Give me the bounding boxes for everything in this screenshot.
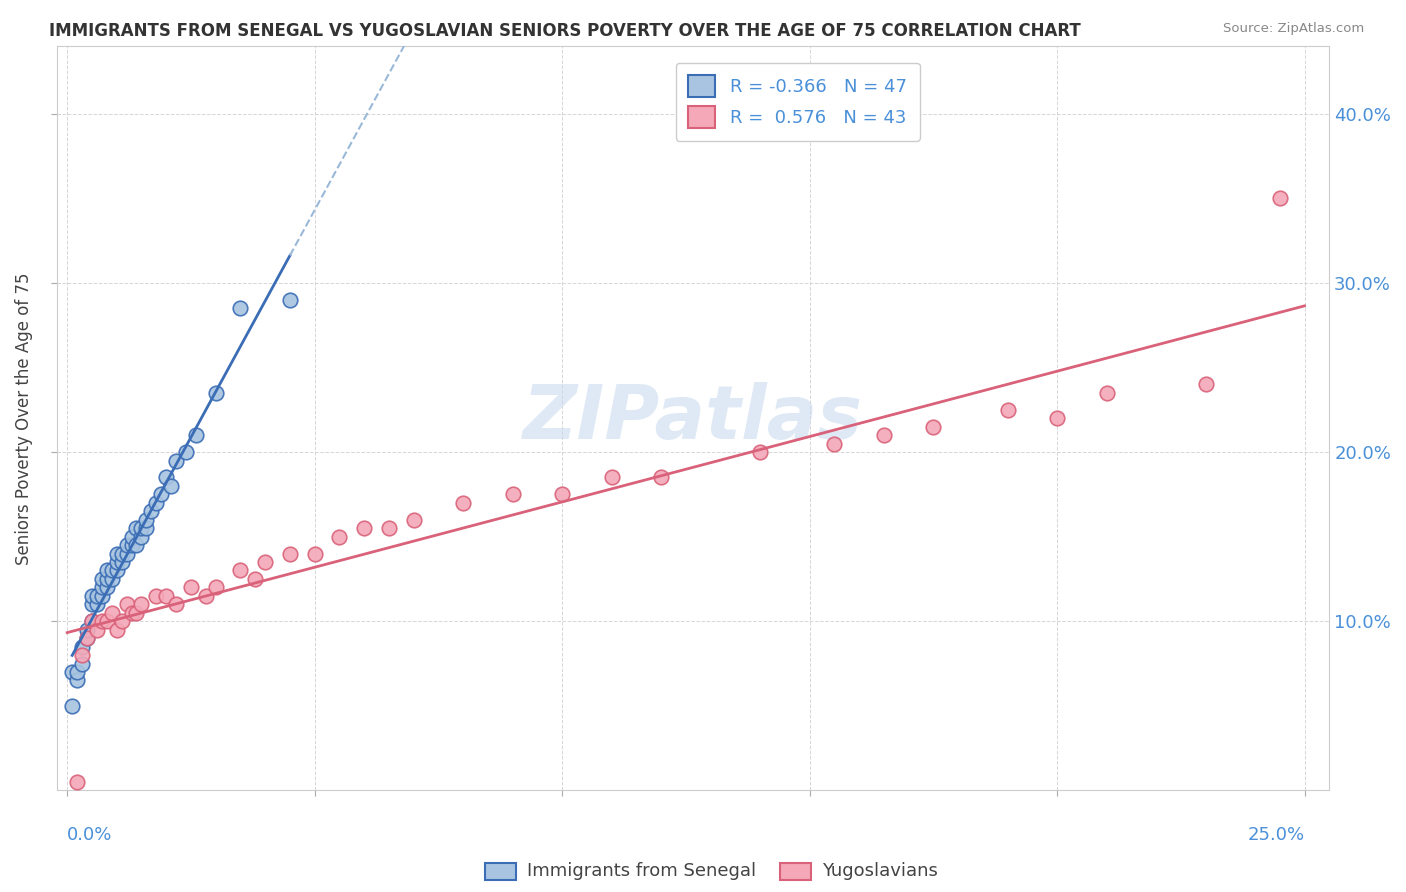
Point [60, 665, 83, 679]
Point [76, 631, 98, 645]
Point [1194, 377, 1216, 392]
Point [96, 572, 118, 586]
Point [150, 487, 173, 501]
Point [160, 479, 183, 493]
Point [70, 657, 93, 671]
Point [111, 547, 134, 561]
Point [111, 555, 134, 569]
Legend: R = -0.366   N = 47, R =  0.576   N = 43: R = -0.366 N = 47, R = 0.576 N = 43 [676, 62, 920, 141]
Point [100, 572, 122, 586]
Point [922, 419, 945, 434]
Point [131, 521, 153, 535]
Point [229, 301, 252, 316]
Point [135, 513, 157, 527]
Point [90, 581, 112, 595]
Point [155, 470, 177, 484]
Point [90, 572, 112, 586]
Point [141, 504, 163, 518]
Point [328, 530, 350, 544]
Point [145, 496, 167, 510]
Point [254, 555, 277, 569]
Point [66, 775, 89, 789]
Point [125, 538, 148, 552]
Point [121, 530, 143, 544]
Point [86, 597, 108, 611]
Point [121, 606, 143, 620]
Point [76, 623, 98, 637]
Point [131, 530, 153, 544]
Point [204, 581, 226, 595]
Point [70, 648, 93, 662]
Point [873, 428, 896, 442]
Point [105, 547, 128, 561]
Point [650, 470, 672, 484]
Text: 0.0%: 0.0% [67, 826, 112, 844]
Text: Immigrants from Senegal: Immigrants from Senegal [527, 863, 756, 880]
Point [80, 614, 103, 628]
Point [111, 614, 134, 628]
Point [229, 564, 252, 578]
Point [96, 614, 118, 628]
Point [145, 589, 167, 603]
Point [502, 487, 524, 501]
Point [304, 547, 326, 561]
Point [96, 581, 118, 595]
Point [125, 606, 148, 620]
Point [105, 623, 128, 637]
Point [184, 428, 207, 442]
Point [551, 487, 574, 501]
Point [194, 589, 217, 603]
Point [115, 597, 138, 611]
Point [131, 597, 153, 611]
Point [245, 572, 267, 586]
Point [600, 470, 623, 484]
Point [155, 589, 177, 603]
Point [180, 581, 202, 595]
Point [135, 521, 157, 535]
Point [278, 547, 301, 561]
Point [278, 293, 301, 307]
Y-axis label: Seniors Poverty Over the Age of 75: Seniors Poverty Over the Age of 75 [15, 272, 32, 565]
Point [80, 614, 103, 628]
Point [115, 538, 138, 552]
Point [402, 513, 425, 527]
Point [86, 589, 108, 603]
Point [70, 640, 93, 654]
Text: ZIPatlas: ZIPatlas [523, 382, 863, 455]
Point [115, 547, 138, 561]
Point [66, 665, 89, 679]
Point [121, 538, 143, 552]
Point [204, 385, 226, 400]
Point [1095, 385, 1118, 400]
Point [174, 445, 197, 459]
Point [76, 631, 98, 645]
Point [823, 436, 845, 450]
Point [86, 623, 108, 637]
Point [378, 521, 401, 535]
Point [105, 564, 128, 578]
Text: 25.0%: 25.0% [1247, 826, 1305, 844]
Point [1046, 411, 1069, 425]
Point [100, 564, 122, 578]
Point [80, 597, 103, 611]
Point [90, 614, 112, 628]
Point [1268, 191, 1291, 205]
Point [105, 555, 128, 569]
Point [451, 496, 474, 510]
Point [165, 597, 187, 611]
Text: Yugoslavians: Yugoslavians [823, 863, 938, 880]
Point [80, 589, 103, 603]
Point [100, 606, 122, 620]
Point [353, 521, 375, 535]
Point [90, 589, 112, 603]
Point [66, 673, 89, 688]
Point [125, 521, 148, 535]
Text: Source: ZipAtlas.com: Source: ZipAtlas.com [1223, 22, 1364, 36]
Point [165, 453, 187, 467]
Text: IMMIGRANTS FROM SENEGAL VS YUGOSLAVIAN SENIORS POVERTY OVER THE AGE OF 75 CORREL: IMMIGRANTS FROM SENEGAL VS YUGOSLAVIAN S… [49, 22, 1081, 40]
Point [997, 402, 1019, 417]
Point [749, 445, 772, 459]
Point [96, 564, 118, 578]
Point [60, 698, 83, 713]
